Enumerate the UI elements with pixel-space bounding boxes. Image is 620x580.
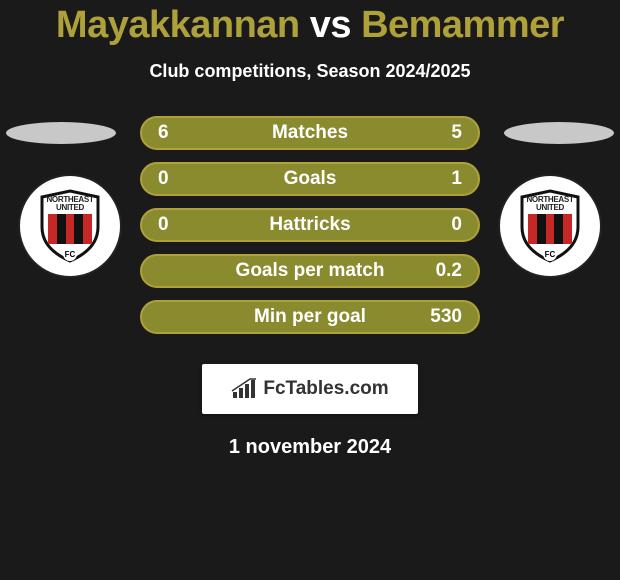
stat-right-value: 0.2	[402, 260, 462, 282]
crest-stripes	[48, 214, 92, 244]
bar-chart-icon	[231, 378, 257, 400]
stat-right-value: 530	[402, 306, 462, 328]
crest-text-bottom: UNITED	[536, 203, 564, 212]
content-area: NORTHEAST UNITED FC NORTHEAST UNITED	[0, 116, 620, 346]
page-title: Mayakkannan vs Bemammer	[0, 4, 620, 47]
stats-list: 6Matches50Goals10Hattricks0Goals per mat…	[140, 116, 480, 346]
stripe	[57, 214, 66, 244]
branding-text: FcTables.com	[263, 378, 388, 400]
stripe	[66, 214, 75, 244]
stat-label: Goals	[218, 168, 402, 190]
stripe	[563, 214, 572, 244]
stripe	[546, 214, 555, 244]
stat-row: Min per goal530	[140, 300, 480, 334]
player1-name: Mayakkannan	[56, 4, 300, 46]
date-label: 1 november 2024	[0, 436, 620, 459]
stripe	[528, 214, 537, 244]
stripe	[48, 214, 57, 244]
branding-badge: FcTables.com	[202, 364, 418, 414]
right-platform	[504, 122, 614, 144]
shield-icon: NORTHEAST UNITED FC	[38, 189, 102, 263]
stat-row: 0Goals1	[140, 162, 480, 196]
stat-label: Min per goal	[218, 306, 402, 328]
stat-label: Hattricks	[218, 214, 402, 236]
crest-fc-badge: FC	[543, 247, 557, 261]
crest-text-bottom: UNITED	[56, 203, 84, 212]
crest-stripes	[528, 214, 572, 244]
left-platform	[6, 122, 116, 144]
stat-left-value: 6	[158, 122, 218, 144]
stripe	[74, 214, 83, 244]
vs-label: vs	[310, 4, 351, 46]
stat-row: 0Hattricks0	[140, 208, 480, 242]
player2-name: Bemammer	[361, 4, 564, 46]
stripe	[537, 214, 546, 244]
subtitle: Club competitions, Season 2024/2025	[0, 61, 620, 82]
stat-left-value: 0	[158, 214, 218, 236]
stat-row: 6Matches5	[140, 116, 480, 150]
right-team-crest: NORTHEAST UNITED FC	[500, 176, 600, 276]
stat-right-value: 0	[402, 214, 462, 236]
stat-left-value: 0	[158, 168, 218, 190]
stat-right-value: 5	[402, 122, 462, 144]
stat-label: Goals per match	[218, 260, 402, 282]
stat-right-value: 1	[402, 168, 462, 190]
stripe	[83, 214, 92, 244]
comparison-card: Mayakkannan vs Bemammer Club competition…	[0, 0, 620, 459]
stripe	[554, 214, 563, 244]
crest-fc-badge: FC	[63, 247, 77, 261]
left-team-crest: NORTHEAST UNITED FC	[20, 176, 120, 276]
stat-row: Goals per match0.2	[140, 254, 480, 288]
stat-label: Matches	[218, 122, 402, 144]
shield-icon: NORTHEAST UNITED FC	[518, 189, 582, 263]
